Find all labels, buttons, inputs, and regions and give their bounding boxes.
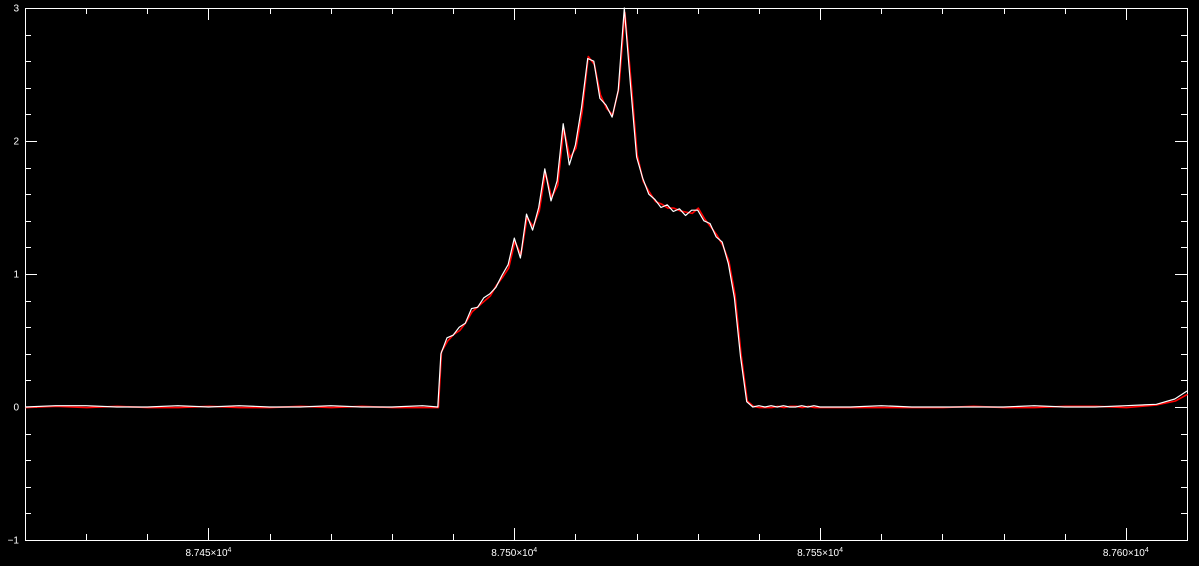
y-tick-label: 0: [13, 403, 19, 414]
x-tick-label-exponent: 4: [228, 547, 232, 554]
x-tick-label: 8.750×104: [491, 547, 537, 559]
x-tick-label: 8.755×104: [797, 547, 843, 559]
series-layer: [24, 7, 1188, 409]
x-tick-label-mantissa: 8.755×10: [797, 548, 839, 559]
x-tick-label: 8.745×104: [186, 547, 232, 559]
y-tick-label: 3: [13, 4, 19, 15]
y-tick-label: −1: [8, 536, 20, 547]
y-axis-ticks: −1 0 1 2 3: [8, 4, 1187, 547]
x-tick-label-mantissa: 8.760×10: [1103, 548, 1145, 559]
x-tick-label-exponent: 4: [533, 547, 537, 554]
x-axis-ticks: 8.745×104 8.750×104 8.755×104 8.760×104: [25, 8, 1188, 559]
x-tick-label-exponent: 4: [1145, 547, 1149, 554]
y-tick-label: 1: [13, 270, 19, 281]
x-tick-label-mantissa: 8.745×10: [186, 548, 228, 559]
x-tick-label-exponent: 4: [839, 547, 843, 554]
y-tick-label: 2: [13, 137, 19, 148]
x-tick-label: 8.760×104: [1103, 547, 1149, 559]
series-line-data: [24, 7, 1188, 408]
x-tick-label-mantissa: 8.750×10: [491, 548, 533, 559]
